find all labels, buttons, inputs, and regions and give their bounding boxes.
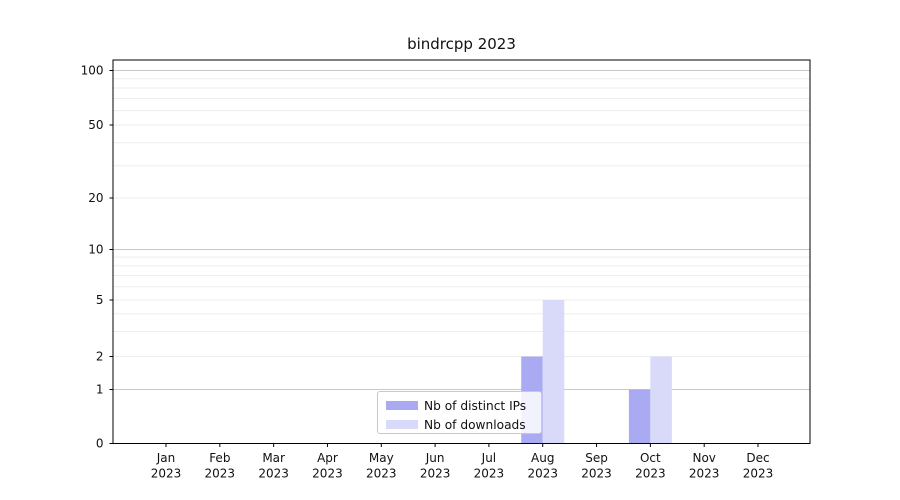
x-tick-year-oct: 2023 [635, 467, 666, 481]
bar-aug-downloads [542, 300, 565, 444]
legend: Nb of distinct IPs Nb of downloads [377, 391, 542, 434]
x-tick-year-apr: 2023 [312, 467, 343, 481]
x-tick-year-sep: 2023 [581, 467, 612, 481]
legend-item: Nb of downloads [386, 417, 533, 432]
x-tick-label-sep: Sep [585, 451, 608, 465]
y-tick-label-2: 2 [96, 350, 104, 364]
x-tick-label-jul: Jul [481, 451, 496, 465]
x-tick-label-jun: Jun [425, 451, 445, 465]
legend-label-downloads: Nb of downloads [424, 417, 526, 432]
x-tick-label-dec: Dec [746, 451, 769, 465]
x-tick-label-nov: Nov [692, 451, 715, 465]
x-tick-label-jan: Jan [156, 451, 176, 465]
y-tick-label-100: 100 [81, 64, 104, 78]
x-tick-label-oct: Oct [640, 451, 661, 465]
x-tick-label-aug: Aug [531, 451, 554, 465]
x-tick-label-may: May [369, 451, 394, 465]
legend-label-distinct-ips: Nb of distinct IPs [424, 398, 527, 413]
x-tick-year-nov: 2023 [689, 467, 720, 481]
plot-border [112, 59, 811, 444]
legend-swatch-downloads [386, 420, 418, 429]
x-tick-year-mar: 2023 [258, 467, 289, 481]
y-tick-label-50: 50 [88, 118, 103, 132]
x-tick-year-aug: 2023 [527, 467, 558, 481]
x-tick-year-jul: 2023 [474, 467, 505, 481]
x-tick-year-jan: 2023 [151, 467, 182, 481]
y-tick-label-5: 5 [96, 293, 104, 307]
x-tick-label-feb: Feb [209, 451, 230, 465]
x-tick-year-feb: 2023 [205, 467, 236, 481]
x-tick-label-apr: Apr [317, 451, 338, 465]
y-tick-label-10: 10 [88, 243, 103, 257]
y-tick-label-0: 0 [96, 437, 104, 451]
legend-swatch-distinct-ips [386, 401, 418, 410]
y-tick-label-1: 1 [96, 383, 104, 397]
x-tick-year-dec: 2023 [743, 467, 774, 481]
legend-item: Nb of distinct IPs [386, 398, 533, 413]
y-tick-label-20: 20 [88, 191, 103, 205]
x-tick-year-jun: 2023 [420, 467, 451, 481]
bar-oct-downloads [650, 356, 672, 444]
bar-oct-distinct-ips [628, 389, 651, 444]
chart-title: bindrcpp 2023 [407, 35, 516, 53]
x-tick-year-may: 2023 [366, 467, 397, 481]
x-tick-label-mar: Mar [262, 451, 285, 465]
